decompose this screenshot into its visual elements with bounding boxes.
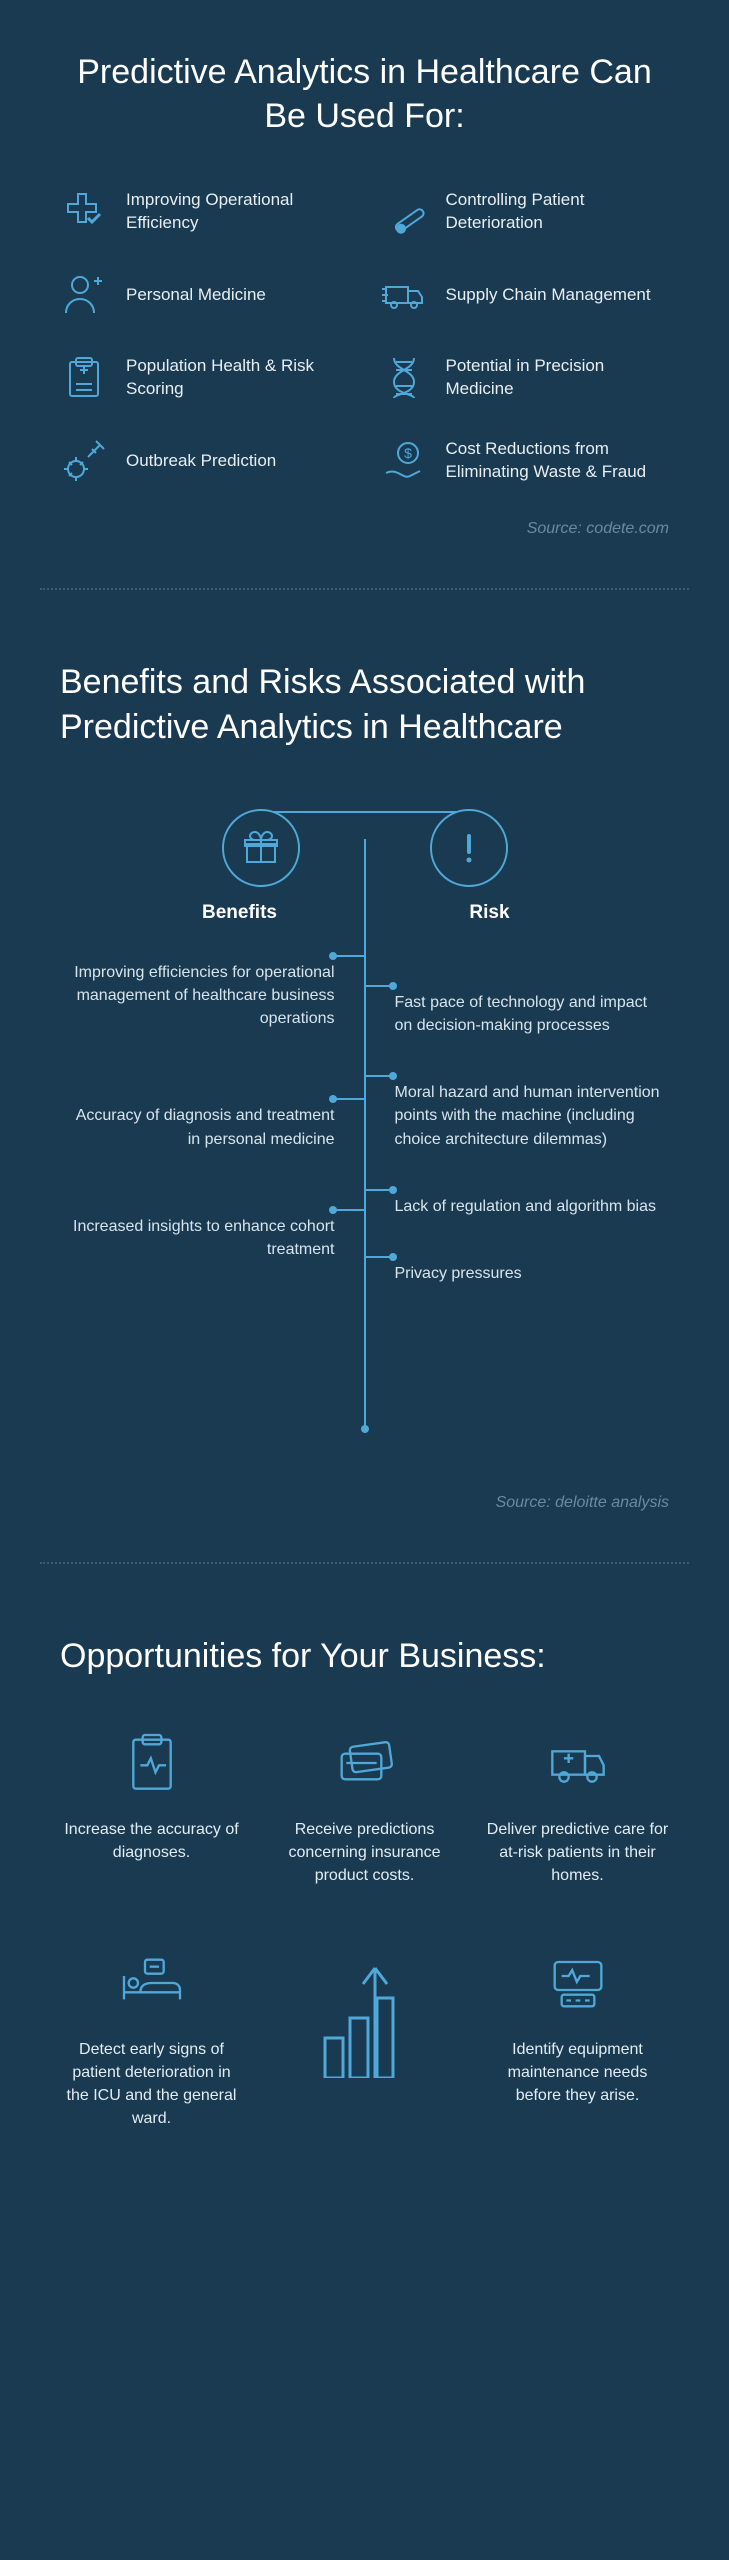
use-item: Improving Operational Efficiency [60,188,350,236]
benefits-label: Benefits [190,902,290,924]
benefit-item: Improving efficiencies for operational m… [60,949,335,1043]
opportunities-title: Opportunities for Your Business: [60,1634,669,1678]
use-label: Outbreak Prediction [126,450,276,473]
gift-icon [222,809,300,887]
benefits-risks-title: Benefits and Risks Associated with Predi… [60,660,669,748]
opportunities-section: Opportunities for Your Business: Increas… [0,1584,729,2211]
cards-icon [330,1728,400,1798]
exclamation-icon [430,809,508,887]
benefits-risks-diagram: Benefits Risk Improving efficiencies for… [60,809,669,1459]
use-label: Controlling Patient Deterioration [446,189,670,235]
opportunities-row-2: Detect early signs of patient deteriorat… [60,1948,669,2131]
use-label: Personal Medicine [126,284,266,307]
risk-label: Risk [440,902,540,924]
risks-column: Fast pace of technology and impact on de… [365,949,670,1429]
use-item: Supply Chain Management [380,271,670,319]
ambulance-icon [543,1728,613,1798]
opportunity-item: Deliver predictive care for at-risk pati… [486,1728,669,1888]
use-item: Population Health & Risk Scoring [60,354,350,402]
risk-item: Lack of regulation and algorithm bias [395,1183,670,1230]
opportunity-item [273,1948,456,2078]
truck-icon [380,271,428,319]
monitor-device-icon [543,1948,613,2018]
use-item: Controlling Patient Deterioration [380,188,670,236]
uses-grid: Improving Operational Efficiency Control… [60,188,669,485]
use-label: Improving Operational Efficiency [126,189,350,235]
clipboard-icon [60,354,108,402]
hospital-bed-icon [117,1948,187,2018]
risk-item: Fast pace of technology and impact on de… [395,979,670,1049]
benefit-item: Accuracy of diagnosis and treatment in p… [60,1092,335,1162]
use-label: Cost Reductions from Eliminating Waste &… [446,438,670,484]
arrow-up-chart-icon [315,1948,415,2078]
opportunity-item: Receive predictions concerning insurance… [273,1728,456,1888]
benefit-item: Increased insights to enhance cohort tre… [60,1203,335,1273]
uses-section: Predictive Analytics in Healthcare Can B… [0,0,729,568]
opportunity-label: Receive predictions concerning insurance… [273,1818,456,1888]
clipboard-heart-icon [117,1728,187,1798]
opportunity-label: Increase the accuracy of diagnoses. [60,1818,243,1864]
opportunity-item: Detect early signs of patient deteriorat… [60,1948,243,2131]
dna-icon [380,354,428,402]
opportunity-item: Identify equipment maintenance needs bef… [486,1948,669,2108]
source-text: Source: deloitte analysis [60,1494,669,1512]
uses-title: Predictive Analytics in Healthcare Can B… [60,50,669,138]
opportunity-label: Detect early signs of patient deteriorat… [60,2038,243,2131]
thermometer-icon [380,188,428,236]
risk-item: Moral hazard and human intervention poin… [395,1069,670,1163]
use-label: Population Health & Risk Scoring [126,355,350,401]
use-item: Outbreak Prediction [60,437,350,485]
opportunities-row-1: Increase the accuracy of diagnoses. Rece… [60,1728,669,1888]
opportunity-label: Identify equipment maintenance needs bef… [486,2038,669,2108]
use-item: $ Cost Reductions from Eliminating Waste… [380,437,670,485]
opportunity-item: Increase the accuracy of diagnoses. [60,1728,243,1888]
doctor-icon [60,271,108,319]
medical-cross-check-icon [60,188,108,236]
virus-syringe-icon [60,437,108,485]
use-item: Potential in Precision Medicine [380,354,670,402]
dollar-hand-icon: $ [380,437,428,485]
use-label: Potential in Precision Medicine [446,355,670,401]
divider [40,588,689,590]
divider [40,1562,689,1564]
opportunity-label: Deliver predictive care for at-risk pati… [486,1818,669,1888]
use-label: Supply Chain Management [446,284,651,307]
benefits-risks-section: Benefits and Risks Associated with Predi… [0,610,729,1541]
use-item: Personal Medicine [60,271,350,319]
source-text: Source: codete.com [60,520,669,538]
svg-text:$: $ [404,445,412,461]
risk-item: Privacy pressures [395,1250,670,1297]
benefits-column: Improving efficiencies for operational m… [60,949,365,1429]
